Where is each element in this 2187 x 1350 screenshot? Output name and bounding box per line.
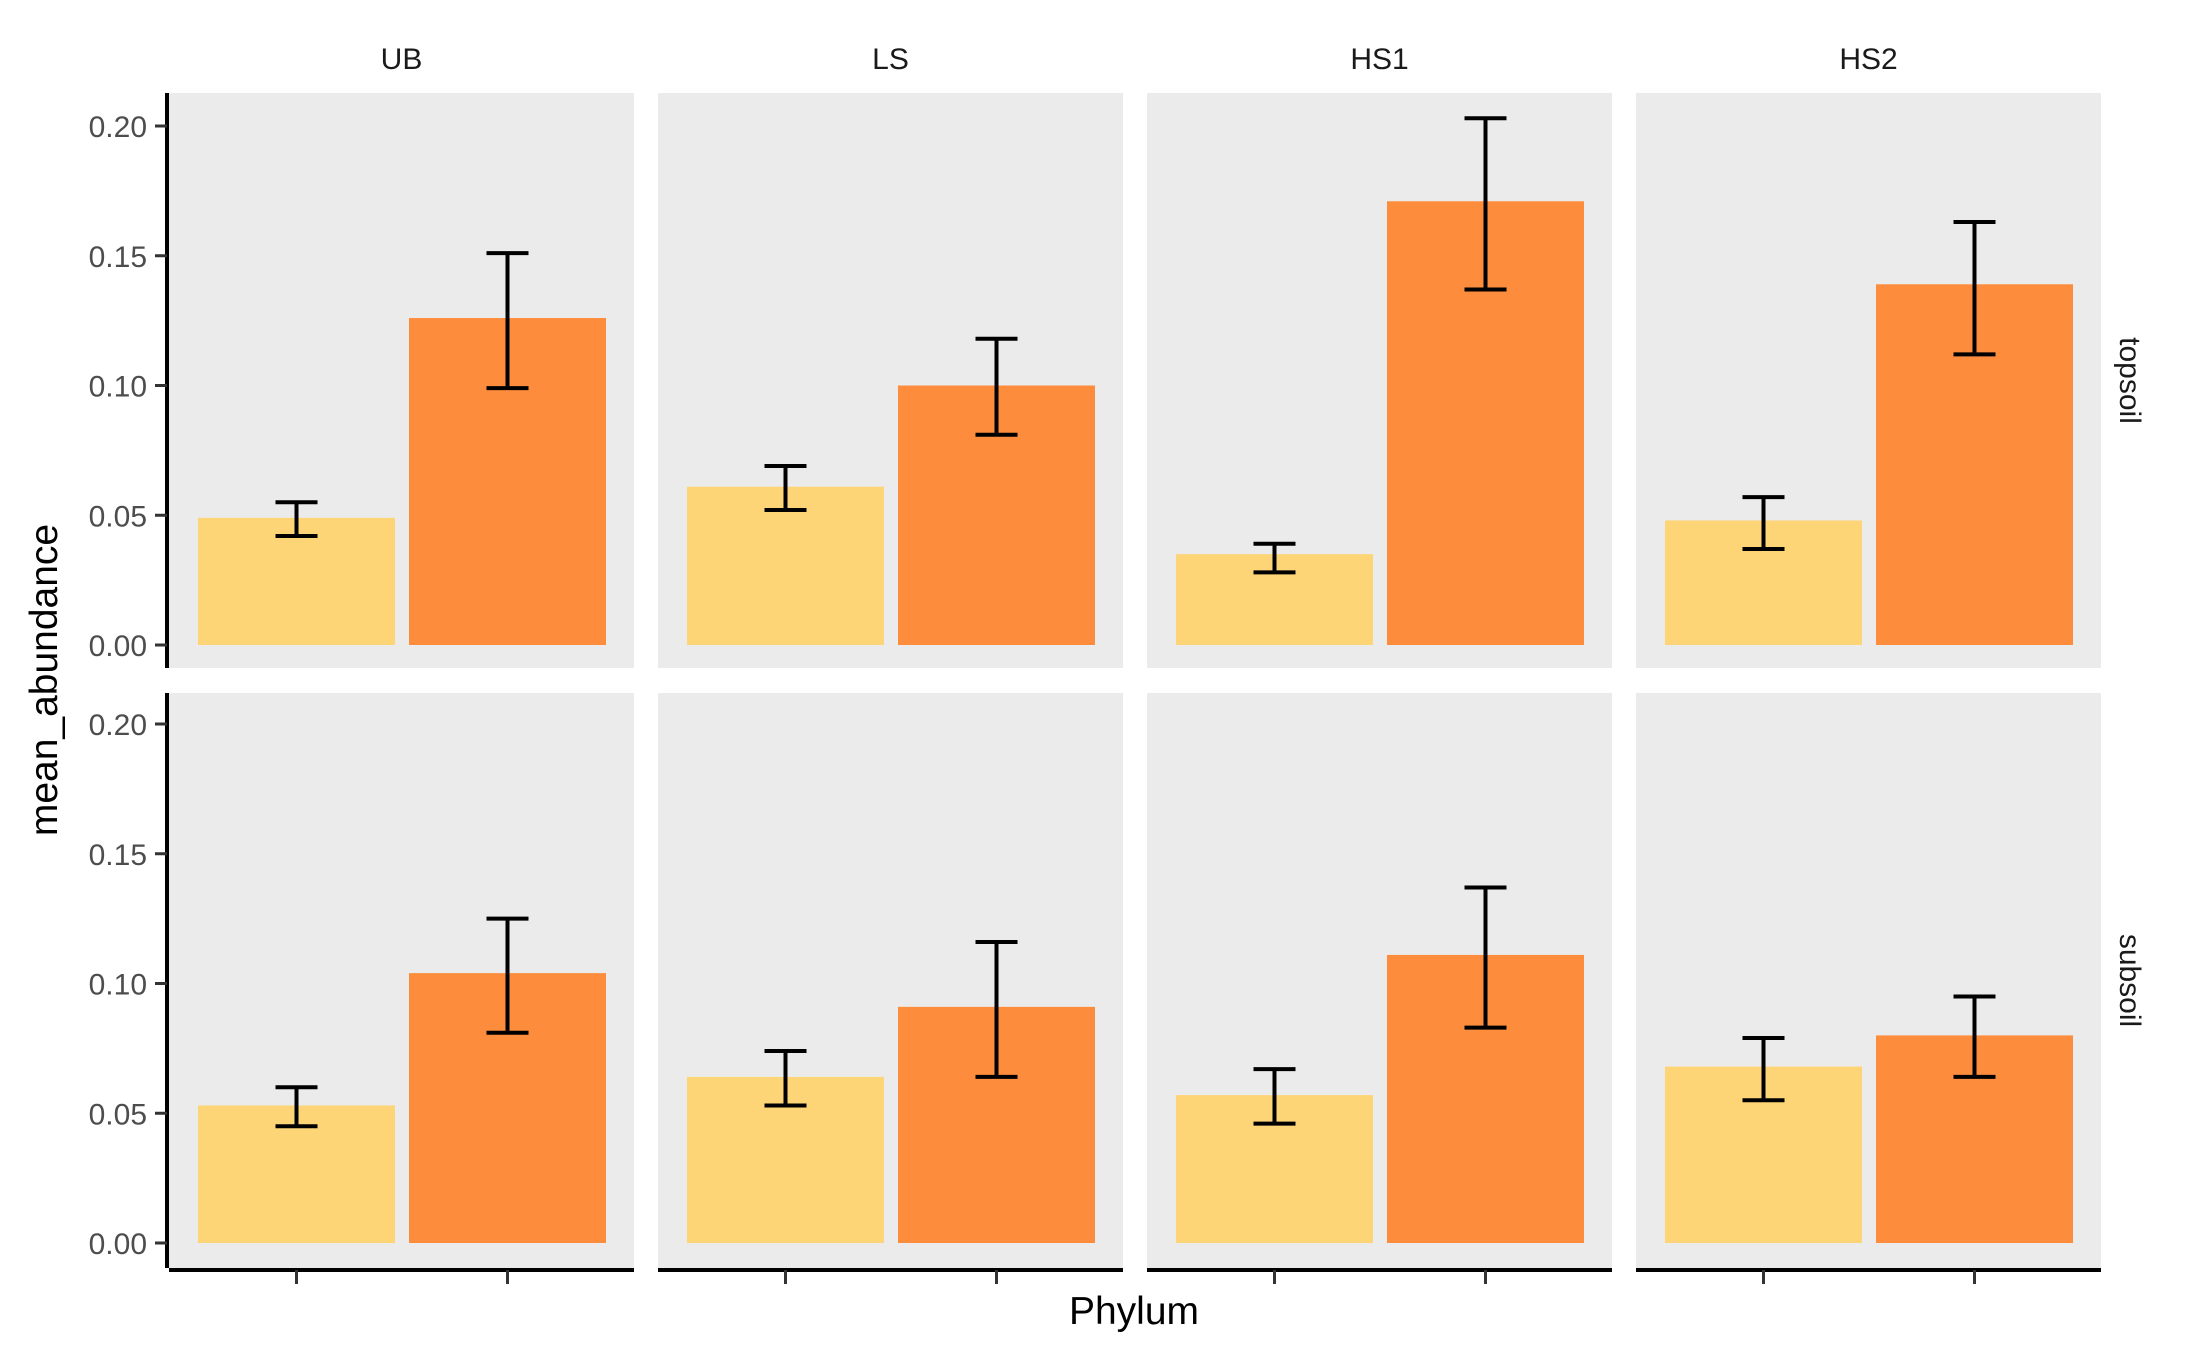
panel-ub-topsoil-bar-1 xyxy=(198,517,395,645)
panel-ub-subsoil-bar-1 xyxy=(198,1105,395,1243)
panel-hs2-subsoil-errorbar-1 xyxy=(1742,1035,1785,1103)
panel-ub-subsoil-errorbar-1 xyxy=(275,1085,318,1129)
facet-label-ls: LS xyxy=(872,43,909,76)
panels-layer xyxy=(169,93,2101,1268)
y-tick-label: 0.05 xyxy=(89,1098,147,1131)
x-axis-title: Phylum xyxy=(1069,1290,1199,1333)
y-tick-label: 0.05 xyxy=(89,500,147,533)
facet-label-hs2: HS2 xyxy=(1839,43,1897,76)
y-axis-title: mean_abundance xyxy=(23,524,66,836)
facet-label-topsoil: topsoil xyxy=(2113,337,2146,424)
panel-ls-subsoil-errorbar-1 xyxy=(764,1048,807,1108)
panel-ub-subsoil-errorbar-2 xyxy=(486,916,529,1035)
y-tick-label: 0.20 xyxy=(89,111,147,144)
y-tick-label: 0.15 xyxy=(89,839,147,872)
panel-hs1-topsoil-errorbar-2 xyxy=(1464,116,1507,292)
panel-ub-topsoil-errorbar-2 xyxy=(486,251,529,391)
panel-ls-topsoil-errorbar-1 xyxy=(764,463,807,513)
panel-hs2-subsoil-errorbar-2 xyxy=(1953,994,1996,1079)
facet-label-subsoil: subsoil xyxy=(2113,934,2146,1027)
panel-ls-subsoil-errorbar-2 xyxy=(975,939,1018,1079)
panel-hs1-topsoil-errorbar-1 xyxy=(1253,541,1296,575)
panel-hs2-topsoil-errorbar-1 xyxy=(1742,495,1785,551)
y-tick-label: 0.15 xyxy=(89,241,147,274)
panel-hs1-subsoil-errorbar-1 xyxy=(1253,1067,1296,1126)
axes-layer: UB LS HS1 HS2 topsoil subsoil 0.00 0.05 0.10 0.15… xyxy=(89,43,2146,1284)
facet-label-hs1: HS1 xyxy=(1350,43,1408,76)
panel-ub-topsoil-errorbar-1 xyxy=(275,500,318,539)
panel-ls-topsoil-errorbar-2 xyxy=(975,336,1018,437)
panel-hs2-topsoil-errorbar-2 xyxy=(1953,220,1996,357)
panel-ls-topsoil-bar-1 xyxy=(687,486,884,645)
y-tick-label: 0.00 xyxy=(89,630,147,663)
y-tick-label: 0.00 xyxy=(89,1228,147,1261)
y-tick-label: 0.10 xyxy=(89,371,147,404)
y-tick-label: 0.20 xyxy=(89,709,147,742)
y-tick-label: 0.10 xyxy=(89,969,147,1002)
facet-label-ub: UB xyxy=(381,43,423,76)
panel-hs1-subsoil-errorbar-2 xyxy=(1464,885,1507,1030)
